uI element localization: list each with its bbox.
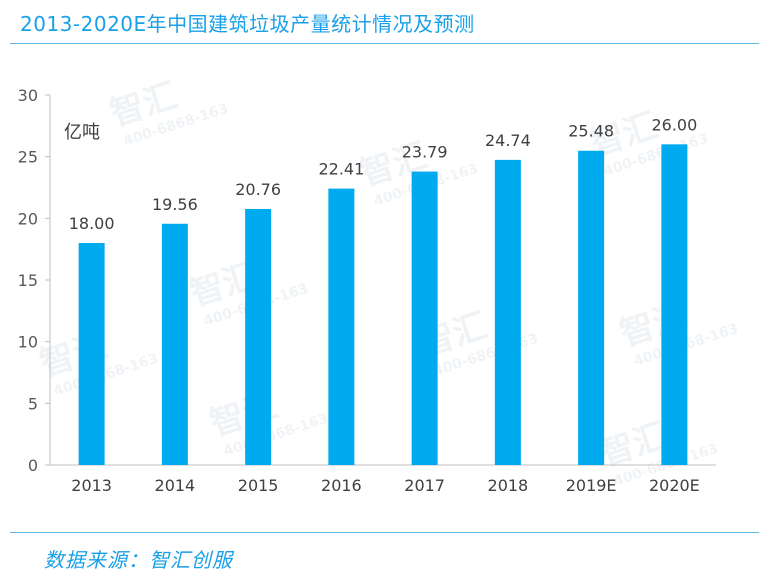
chart-title: 2013-2020E年中国建筑垃圾产量统计情况及预测 <box>20 12 475 36</box>
x-tick-label: 2015 <box>238 476 279 495</box>
data-label: 25.48 <box>568 122 614 141</box>
y-tick-label: 25 <box>18 148 38 167</box>
data-label: 18.00 <box>69 214 115 233</box>
y-tick-label: 0 <box>28 456 38 475</box>
x-tick-label: 2017 <box>404 476 445 495</box>
bar <box>328 188 355 466</box>
bar <box>411 171 438 465</box>
bar <box>578 150 605 465</box>
data-label: 23.79 <box>402 143 448 162</box>
data-label: 19.56 <box>152 195 198 214</box>
bar <box>161 223 188 465</box>
bar <box>245 208 272 465</box>
x-tick-label: 2020E <box>649 476 700 495</box>
x-tick-label: 2018 <box>488 476 529 495</box>
source-note: 数据来源：智汇创服 <box>44 548 233 572</box>
bar <box>78 243 105 465</box>
data-label: 20.76 <box>235 180 281 199</box>
title-underline <box>10 43 759 44</box>
y-tick-label: 10 <box>18 333 38 352</box>
data-label: 24.74 <box>485 131 531 150</box>
bar <box>661 144 688 466</box>
y-tick-label: 5 <box>28 394 38 413</box>
footer-rule <box>10 532 759 533</box>
data-label: 22.41 <box>318 160 364 179</box>
x-tick-label: 2013 <box>71 476 112 495</box>
y-tick-label: 30 <box>18 86 38 105</box>
x-tick-label: 2016 <box>321 476 362 495</box>
y-tick-label: 15 <box>18 271 38 290</box>
data-label: 26.00 <box>651 115 697 134</box>
x-tick-label: 2014 <box>155 476 196 495</box>
bar <box>494 159 521 465</box>
y-tick-label: 20 <box>18 209 38 228</box>
y-axis-unit-label: 亿吨 <box>64 122 100 143</box>
x-tick-label: 2019E <box>566 476 617 495</box>
